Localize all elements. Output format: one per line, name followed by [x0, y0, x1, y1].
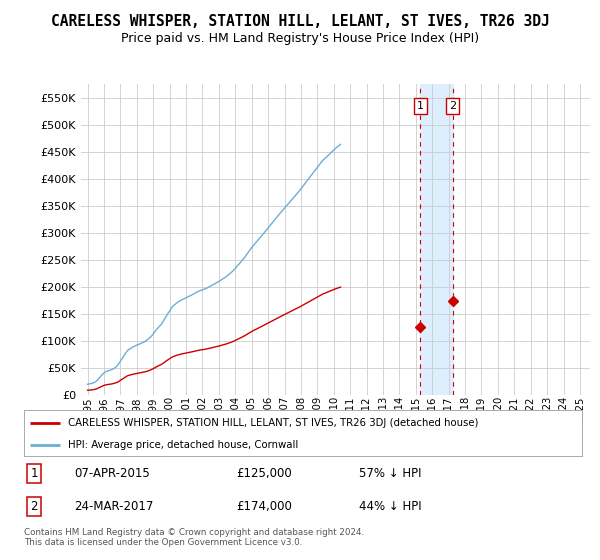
Text: HPI: Average price, detached house, Cornwall: HPI: Average price, detached house, Corn… [68, 440, 298, 450]
Text: CARELESS WHISPER, STATION HILL, LELANT, ST IVES, TR26 3DJ (detached house): CARELESS WHISPER, STATION HILL, LELANT, … [68, 418, 478, 428]
Text: CARELESS WHISPER, STATION HILL, LELANT, ST IVES, TR26 3DJ: CARELESS WHISPER, STATION HILL, LELANT, … [50, 14, 550, 29]
Text: 07-APR-2015: 07-APR-2015 [74, 467, 150, 480]
Text: £125,000: £125,000 [236, 467, 292, 480]
Text: 44% ↓ HPI: 44% ↓ HPI [359, 500, 421, 513]
Text: 1: 1 [417, 101, 424, 111]
Text: 57% ↓ HPI: 57% ↓ HPI [359, 467, 421, 480]
Text: Price paid vs. HM Land Registry's House Price Index (HPI): Price paid vs. HM Land Registry's House … [121, 32, 479, 45]
Text: 2: 2 [449, 101, 456, 111]
Text: 1: 1 [30, 467, 38, 480]
Text: £174,000: £174,000 [236, 500, 292, 513]
Text: Contains HM Land Registry data © Crown copyright and database right 2024.
This d: Contains HM Land Registry data © Crown c… [24, 528, 364, 547]
Bar [420, 84, 452, 395]
Text: 24-MAR-2017: 24-MAR-2017 [74, 500, 154, 513]
Text: 2: 2 [30, 500, 38, 513]
